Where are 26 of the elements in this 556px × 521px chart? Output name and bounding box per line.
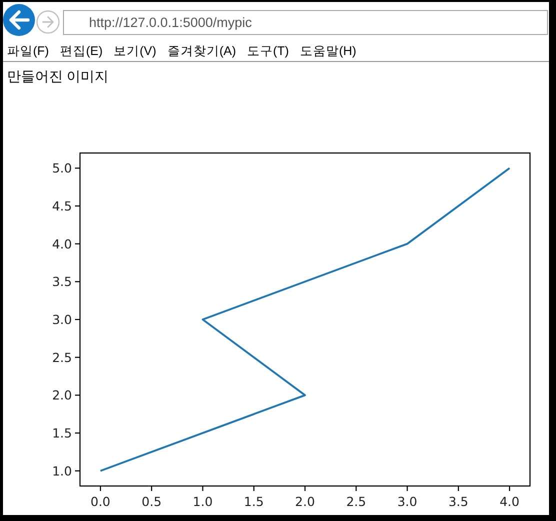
x-tick-label: 0.0 — [90, 494, 110, 509]
x-tick-label: 2.0 — [295, 494, 315, 509]
text: 도움말(H) — [300, 44, 356, 58]
y-tick-label: 3.5 — [52, 274, 72, 290]
text: http://127.0.0.1:5000/mypic — [89, 15, 252, 30]
x-tick-label: 4.0 — [500, 494, 520, 509]
x-tick-label: 3.5 — [448, 494, 468, 509]
x-tick-label: 0.5 — [142, 494, 162, 509]
text: 즐겨찾기(A) — [167, 44, 236, 58]
text: 도구(T) — [246, 44, 289, 58]
y-tick-label: 1.5 — [52, 426, 72, 441]
y-tick-label: 2.5 — [52, 350, 72, 365]
y-tick-label: 4.5 — [52, 198, 72, 214]
y-tick-label: 2.0 — [52, 388, 72, 403]
text: 보기(V) — [114, 44, 156, 58]
x-tick-label: 3.0 — [397, 494, 418, 509]
y-tick-label: 1.0 — [52, 463, 72, 478]
x-tick-label: 1.5 — [244, 494, 264, 509]
text: 편집(E) — [60, 44, 103, 58]
y-tick-label: 5.0 — [52, 160, 72, 176]
x-tick-label: 2.5 — [346, 494, 366, 509]
y-tick-label: 3.0 — [52, 312, 72, 327]
x-tick-label: 1.0 — [192, 494, 213, 509]
y-tick-label: 4.0 — [52, 236, 72, 252]
text: 파일(F) — [7, 44, 49, 58]
chart-title: 만들어진 이미지 — [7, 70, 108, 85]
